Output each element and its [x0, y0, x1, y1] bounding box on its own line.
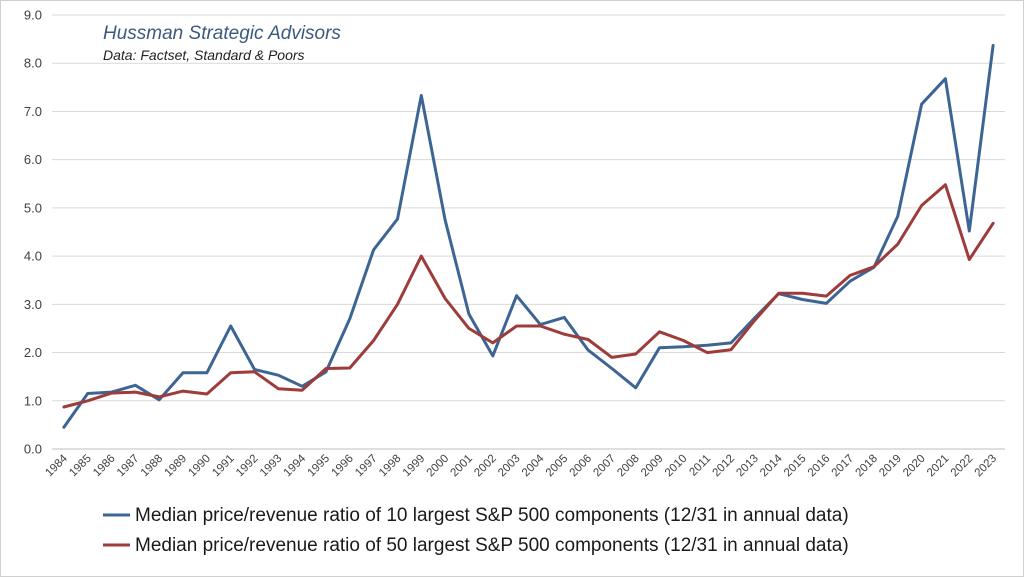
y-tick-label: 3.0	[24, 297, 42, 312]
y-tick-label: 7.0	[24, 104, 42, 119]
series-line-1	[62, 43, 995, 429]
gridlines	[52, 14, 1005, 402]
y-tick-label: 6.0	[24, 152, 42, 167]
chart-subtitle: Data: Factset, Standard & Poors	[103, 47, 305, 63]
y-tick-label: 2.0	[24, 345, 42, 360]
y-tick-label: 0.0	[24, 442, 42, 457]
series-lines	[62, 43, 995, 429]
legend: Median price/revenue ratio of 10 largest…	[103, 505, 849, 556]
y-tick-label: 1.0	[24, 393, 42, 408]
y-tick-label: 4.0	[24, 249, 42, 264]
y-tick-label: 5.0	[24, 200, 42, 215]
y-tick-label: 9.0	[24, 8, 42, 23]
y-axis-ticks: 0.0 1.0 2.0 3.0 4.0 5.0 6.0 7.0 8.0 9.0	[24, 8, 42, 457]
y-tick-label: 8.0	[24, 56, 42, 71]
series-line-2	[62, 183, 995, 409]
chart-title: Hussman Strategic Advisors	[103, 23, 341, 44]
legend-label-1: Median price/revenue ratio of 10 largest…	[135, 505, 849, 526]
legend-label-2: Median price/revenue ratio of 50 largest…	[135, 535, 849, 556]
